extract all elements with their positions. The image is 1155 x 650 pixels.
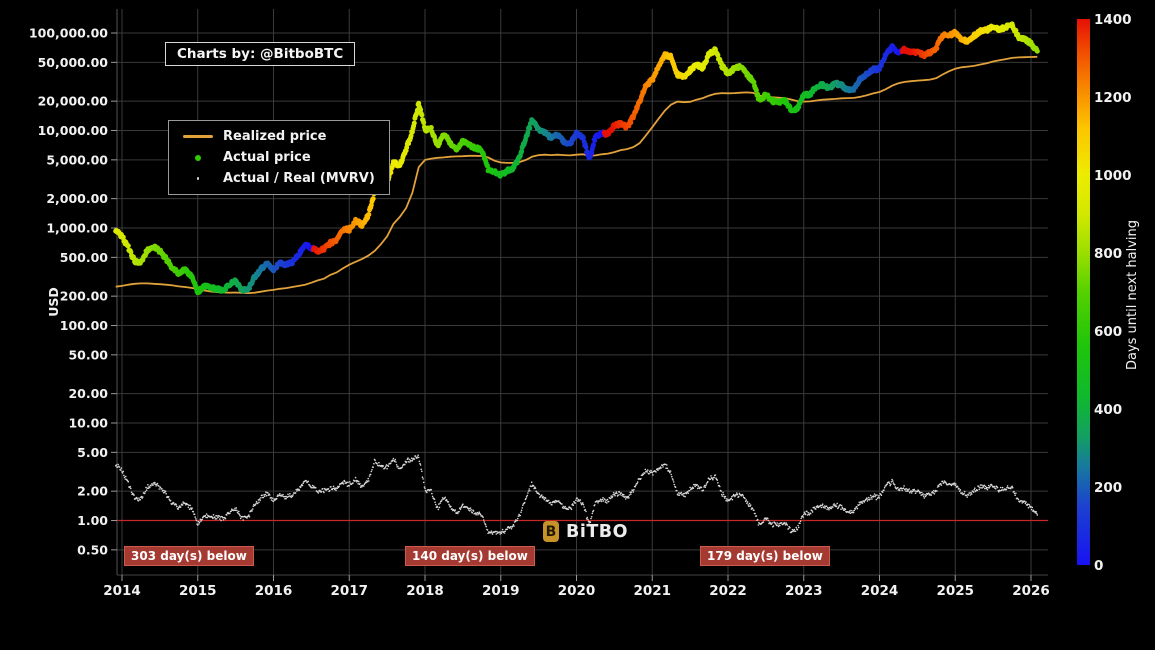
legend-item-realized-price: Realized price (179, 128, 375, 145)
legend-item-actual-price: Actual price (179, 149, 375, 166)
y-tick-label: 5.00 (77, 445, 108, 460)
bitcoin-icon: B (543, 521, 559, 542)
x-tick-label: 2018 (406, 583, 444, 599)
actual-price-series (113, 21, 1040, 296)
y-axis-title: USD (46, 287, 61, 317)
colorbar-title: Days until next halving (1125, 220, 1140, 370)
y-tick-label: 10.00 (68, 416, 108, 431)
halving-colorbar (1077, 19, 1090, 565)
x-tick-label: 2026 (1012, 583, 1050, 599)
legend-item-mvrv: Actual / Real (MVRV) (179, 170, 375, 187)
y-tick-label: 5,000.00 (46, 152, 108, 167)
y-tick-label: 20,000.00 (38, 94, 109, 109)
x-tick-label: 2024 (861, 583, 899, 599)
y-tick-label: 50.00 (68, 347, 108, 362)
x-tick-label: 2014 (103, 583, 141, 599)
legend-label: Actual / Real (MVRV) (223, 171, 375, 186)
y-tick-label: 10,000.00 (38, 123, 109, 138)
x-tick-label: 2025 (936, 583, 974, 599)
bitbo-wordmark: BiTBO (566, 521, 628, 542)
y-tick-label: 500.00 (60, 250, 109, 265)
mvrv-days-below-annotation: 140 day(s) below (405, 546, 535, 566)
y-tick-label: 50,000.00 (38, 55, 109, 70)
x-tick-label: 2023 (785, 583, 823, 599)
legend-label: Realized price (223, 129, 327, 144)
y-tick-label: 1,000.00 (46, 221, 108, 236)
colorbar-tick-label: 800 (1094, 246, 1122, 262)
y-tick-label: 200.00 (60, 289, 109, 304)
colorbar-tick-label: 600 (1094, 324, 1122, 340)
axis-labels: 100,000.00 50,000.00 20,000.00 10,000.00 5,0… (29, 26, 1050, 600)
colorbar-tick-label: 0 (1094, 558, 1103, 574)
credit-text: Charts by: @BitboBTC (177, 46, 344, 62)
legend: Realized price Actual price Actual / Rea… (168, 120, 390, 195)
y-tick-label: 100.00 (60, 318, 109, 333)
legend-label: Actual price (223, 150, 311, 165)
bitbo-watermark: B BiTBO (543, 521, 628, 542)
x-tick-label: 2022 (709, 583, 747, 599)
colorbar-tick-label: 1400 (1094, 12, 1132, 28)
mvrv-dot-swatch (196, 177, 200, 180)
x-tick-label: 2020 (558, 583, 596, 599)
x-tick-label: 2021 (633, 583, 671, 599)
colorbar-tick-label: 1200 (1094, 90, 1132, 106)
y-tick-label: 0.50 (77, 542, 108, 557)
credit-box: Charts by: @BitboBTC (165, 42, 356, 66)
mvrv-series (114, 454, 1039, 535)
x-tick-label: 2016 (255, 583, 293, 599)
colorbar-tick-label: 1000 (1094, 168, 1132, 184)
y-tick-label: 2.00 (77, 484, 108, 499)
gridlines (116, 9, 1048, 576)
y-tick-label: 1.00 (77, 513, 108, 528)
realized-price-line (115, 55, 1038, 295)
y-tick-label: 20.00 (68, 386, 108, 401)
colorbar-tick-label: 200 (1094, 480, 1122, 496)
mvrv-days-below-annotation: 179 day(s) below (700, 546, 830, 566)
x-tick-label: 2017 (330, 583, 368, 599)
x-tick-label: 2015 (179, 583, 217, 599)
colorbar-tick-label: 400 (1094, 402, 1122, 418)
x-tick-label: 2019 (482, 583, 520, 599)
y-tick-label: 100,000.00 (29, 26, 108, 41)
realized-line-swatch (183, 135, 213, 138)
mvrv-days-below-annotation: 303 day(s) below (124, 546, 254, 566)
y-tick-label: 2,000.00 (46, 191, 108, 206)
actual-price-dot-swatch (195, 154, 201, 161)
